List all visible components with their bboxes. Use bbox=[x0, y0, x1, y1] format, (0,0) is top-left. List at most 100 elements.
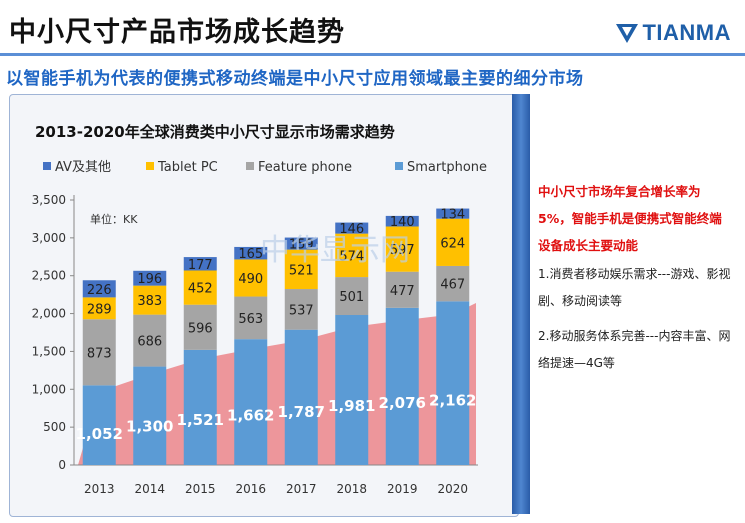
data-label-av-2019: 140 bbox=[390, 215, 415, 230]
page-subtitle: 以智能手机为代表的便携式移动终端是中小尺寸应用领域最主要的细分市场 bbox=[6, 69, 584, 89]
y-axis: 0 500 1,000 1,500 2,000 2,500 3,000 3,500 bbox=[32, 193, 75, 472]
data-label-feature-phone-2020: 467 bbox=[440, 278, 465, 293]
legend-label-feature-phone: Feature phone bbox=[258, 160, 352, 175]
bar-av-2016 bbox=[234, 246, 268, 260]
side-panel: 中小尺寸市场年复合增长率为5%，智能手机是便携式智能终端设备成长主要动能 1.消… bbox=[538, 178, 734, 377]
y-tick-label: 0 bbox=[58, 458, 66, 472]
bar-av-2015 bbox=[183, 257, 217, 271]
legend-label-tablet-pc: Tablet PC bbox=[157, 160, 218, 175]
stacked-bar-chart: 2013-2020年全球消费类中小尺寸显示市场需求趋势 AV及其他 Tablet … bbox=[32, 123, 487, 496]
x-tick-label: 2018 bbox=[336, 482, 367, 496]
data-label-smartphone-2014: 1,300 bbox=[126, 418, 173, 436]
data-label-smartphone-2016: 1,662 bbox=[227, 407, 274, 425]
bar-tablet-pc-2017 bbox=[284, 249, 318, 290]
legend-swatch-av bbox=[43, 162, 51, 170]
bar-smartphone-2019 bbox=[385, 307, 419, 465]
legend-label-smartphone: Smartphone bbox=[407, 160, 487, 175]
bar-av-2019 bbox=[385, 215, 419, 227]
bar-tablet-pc-2020 bbox=[436, 218, 470, 266]
data-label-av-2018: 146 bbox=[339, 222, 364, 237]
data-label-smartphone-2020: 2,162 bbox=[429, 392, 476, 410]
bar-feature-phone-2013 bbox=[82, 319, 116, 386]
data-label-smartphone-2013: 1,052 bbox=[76, 425, 123, 443]
data-label-feature-phone-2019: 477 bbox=[390, 284, 415, 299]
data-label-smartphone-2017: 1,787 bbox=[278, 403, 325, 421]
data-label-smartphone-2018: 1,981 bbox=[328, 397, 375, 415]
bar-smartphone-2016 bbox=[234, 339, 268, 465]
bar-av-2020 bbox=[436, 208, 470, 219]
data-label-tablet-pc-2013: 289 bbox=[87, 302, 112, 317]
bar-feature-phone-2014 bbox=[133, 314, 167, 367]
x-tick-label: 2017 bbox=[286, 482, 317, 496]
bar-feature-phone-2017 bbox=[284, 289, 318, 330]
title-rule bbox=[0, 53, 745, 56]
x-tick-label: 2015 bbox=[185, 482, 216, 496]
x-tick-label: 2016 bbox=[235, 482, 266, 496]
y-tick-label: 500 bbox=[43, 420, 66, 434]
x-tick-label: 2013 bbox=[84, 482, 115, 496]
bar-av-2013 bbox=[82, 280, 116, 298]
legend-swatch-smartphone bbox=[395, 162, 403, 170]
y-tick-label: 1,000 bbox=[32, 382, 66, 396]
y-tick-label: 3,500 bbox=[32, 193, 66, 207]
x-tick-label: 2020 bbox=[437, 482, 468, 496]
bar-smartphone-2013 bbox=[82, 385, 116, 465]
bar-feature-phone-2019 bbox=[385, 271, 419, 308]
data-label-feature-phone-2015: 596 bbox=[188, 321, 213, 336]
legend-swatch-tablet-pc bbox=[146, 162, 154, 170]
page-title: 中小尺寸产品市场成长趋势 bbox=[9, 17, 345, 48]
bar-tablet-pc-2018 bbox=[335, 233, 369, 278]
driver-point-2: 2.移动服务体系完善---内容丰富、网络提速—4G等 bbox=[538, 329, 731, 370]
data-label-feature-phone-2014: 686 bbox=[137, 335, 162, 350]
brand-logo: TIANMA bbox=[615, 20, 731, 46]
data-label-tablet-pc-2019: 597 bbox=[390, 243, 415, 258]
bar-smartphone-2017 bbox=[284, 329, 318, 465]
bar-smartphone-2015 bbox=[183, 349, 217, 465]
bar-feature-phone-2018 bbox=[335, 277, 369, 316]
bar-feature-phone-2015 bbox=[183, 304, 217, 350]
x-tick-label: 2014 bbox=[134, 482, 165, 496]
data-label-tablet-pc-2017: 521 bbox=[289, 263, 314, 278]
y-tick-label: 1,500 bbox=[32, 344, 66, 358]
bar-feature-phone-2016 bbox=[234, 296, 268, 340]
data-label-feature-phone-2018: 501 bbox=[339, 290, 364, 305]
bar-av-2017 bbox=[284, 237, 318, 250]
y-tick-label: 2,000 bbox=[32, 307, 66, 321]
y-tick-label: 3,000 bbox=[32, 231, 66, 245]
data-label-av-2013: 226 bbox=[87, 283, 112, 298]
driver-point-1: 1.消费者移动娱乐需求---游戏、影视剧、移动阅读等 bbox=[538, 267, 731, 308]
bar-smartphone-2014 bbox=[133, 366, 167, 465]
bar-feature-phone-2020 bbox=[436, 265, 470, 302]
data-label-av-2016: 165 bbox=[238, 247, 263, 262]
data-label-feature-phone-2016: 563 bbox=[238, 312, 263, 327]
chart-panel: 2013-2020年全球消费类中小尺寸显示市场需求趋势 AV及其他 Tablet … bbox=[9, 94, 519, 517]
data-label-av-2015: 177 bbox=[188, 258, 213, 273]
chart-title: 2013-2020年全球消费类中小尺寸显示市场需求趋势 bbox=[35, 123, 395, 141]
legend-swatch-feature-phone bbox=[246, 162, 254, 170]
tianma-logo-icon bbox=[616, 24, 639, 43]
bar-smartphone-2018 bbox=[335, 315, 369, 465]
cagr-highlight: 中小尺寸市场年复合增长率为5%，智能手机是便携式智能终端设备成长主要动能 bbox=[538, 184, 722, 253]
chart-legend: AV及其他 Tablet PC Feature phone Smartphone bbox=[43, 160, 487, 175]
data-label-feature-phone-2017: 537 bbox=[289, 303, 314, 318]
bar-av-2014 bbox=[133, 270, 167, 286]
bar-series: 1,052 873 289 226 1,300 686 383 196 1,521 596 452 1… bbox=[76, 208, 476, 465]
bar-smartphone-2020 bbox=[436, 301, 470, 465]
bar-tablet-pc-2016 bbox=[234, 259, 268, 297]
data-label-smartphone-2019: 2,076 bbox=[379, 394, 426, 412]
y-tick-label: 2,500 bbox=[32, 269, 66, 283]
brand-name: TIANMA bbox=[642, 20, 731, 45]
data-label-tablet-pc-2014: 383 bbox=[137, 294, 162, 309]
watermark: 中华显示网 bbox=[260, 233, 410, 268]
unit-label: 单位：KK bbox=[90, 212, 138, 226]
data-label-av-2017: 159 bbox=[289, 238, 314, 253]
data-label-av-2020: 134 bbox=[440, 208, 465, 223]
data-label-tablet-pc-2016: 490 bbox=[238, 272, 263, 287]
x-tick-label: 2019 bbox=[387, 482, 418, 496]
data-label-feature-phone-2013: 873 bbox=[87, 346, 112, 361]
bar-tablet-pc-2015 bbox=[183, 270, 217, 305]
bar-av-2018 bbox=[335, 222, 369, 234]
data-label-av-2014: 196 bbox=[137, 272, 162, 287]
data-label-tablet-pc-2020: 624 bbox=[440, 236, 465, 251]
trend-area bbox=[78, 302, 476, 465]
